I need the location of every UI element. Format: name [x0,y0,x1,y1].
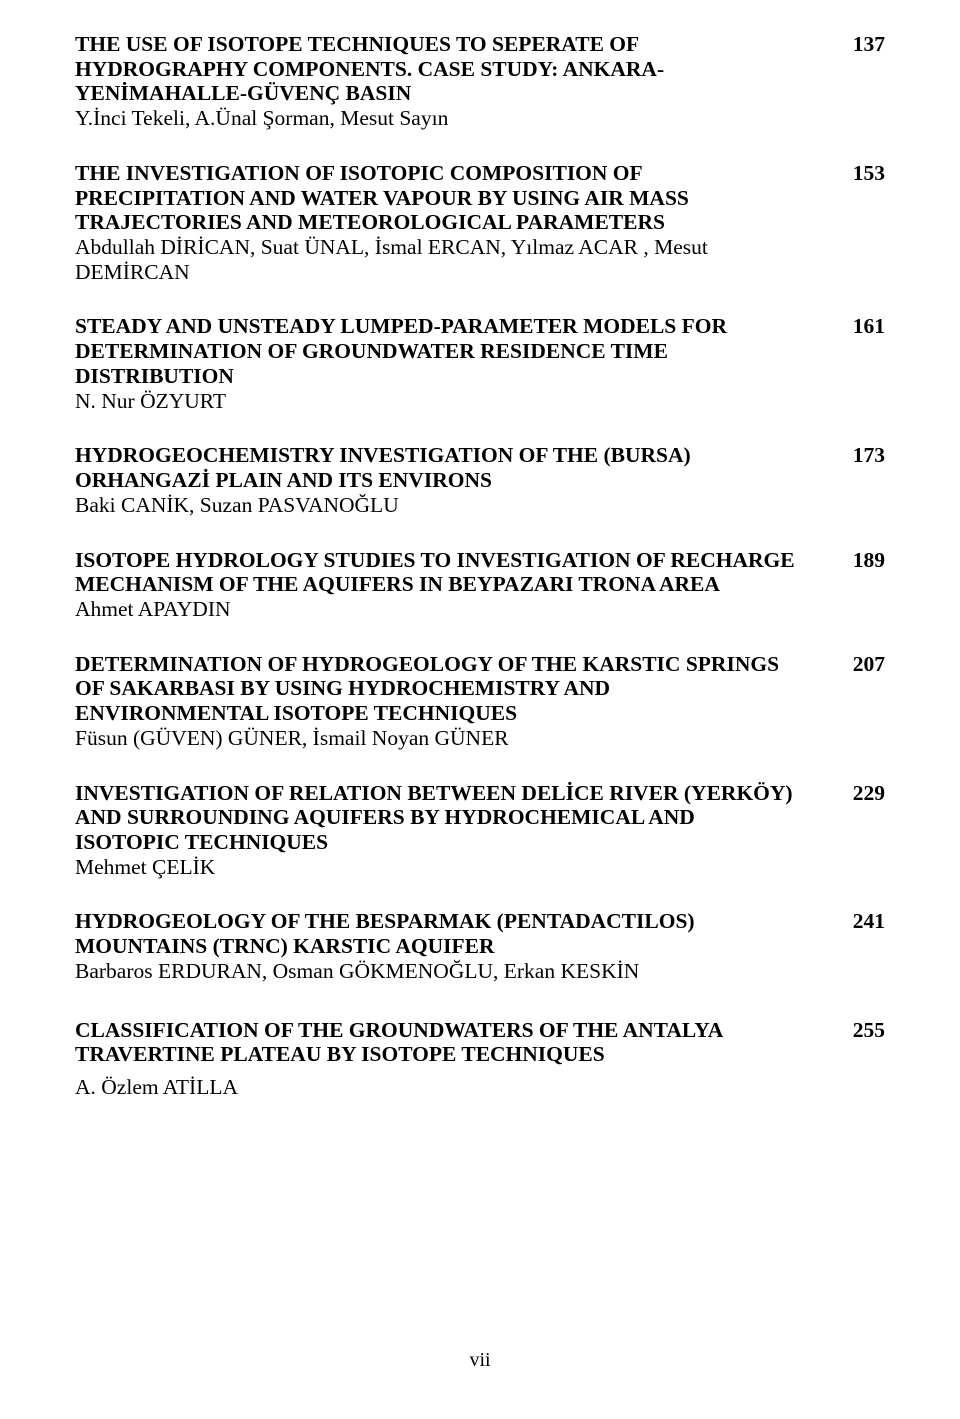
toc-entry-text: HYDROGEOLOGY OF THE BESPARMAK (PENTADACT… [75,909,853,983]
toc-entry-title: HYDROGEOLOGY OF THE BESPARMAK (PENTADACT… [75,909,695,958]
toc-entry: THE INVESTIGATION OF ISOTOPIC COMPOSITIO… [75,161,885,285]
toc-entry-page: 189 [853,548,885,573]
toc-entry-text: INVESTIGATION OF RELATION BETWEEN DELİCE… [75,781,853,880]
toc-entry-page: 153 [853,161,885,186]
toc-entry-text: ISOTOPE HYDROLOGY STUDIES TO INVESTIGATI… [75,548,853,622]
toc-entry: CLASSIFICATION OF THE GROUNDWATERS OF TH… [75,1018,885,1100]
toc-entry-authors: Abdullah DİRİCAN, Suat ÜNAL, İsmal ERCAN… [75,235,708,284]
toc-entry-authors: Ahmet APAYDIN [75,597,231,621]
toc-entry-page: 137 [853,32,885,57]
toc-content: THE USE OF ISOTOPE TECHNIQUES TO SEPERAT… [75,32,885,1100]
toc-entry-authors: Füsun (GÜVEN) GÜNER, İsmail Noyan GÜNER [75,726,509,750]
toc-entry-authors: Mehmet ÇELİK [75,855,215,879]
toc-entry: THE USE OF ISOTOPE TECHNIQUES TO SEPERAT… [75,32,885,131]
toc-entry-title: STEADY AND UNSTEADY LUMPED-PARAMETER MOD… [75,314,727,387]
toc-entry-authors: N. Nur ÖZYURT [75,389,226,413]
toc-entry-page: 255 [853,1018,885,1043]
toc-entry: INVESTIGATION OF RELATION BETWEEN DELİCE… [75,781,885,880]
toc-entry-authors: Baki CANİK, Suzan PASVANOĞLU [75,493,399,517]
toc-entry-page: 173 [853,443,885,468]
toc-entry-page: 207 [853,652,885,677]
toc-entry: HYDROGEOLOGY OF THE BESPARMAK (PENTADACT… [75,909,885,983]
toc-entry-page: 229 [853,781,885,806]
toc-entry: HYDROGEOCHEMISTRY INVESTIGATION OF THE (… [75,443,885,517]
toc-entry-title: THE INVESTIGATION OF ISOTOPIC COMPOSITIO… [75,161,689,234]
toc-entry-text: THE INVESTIGATION OF ISOTOPIC COMPOSITIO… [75,161,853,285]
toc-entry-text: STEADY AND UNSTEADY LUMPED-PARAMETER MOD… [75,314,853,413]
toc-entry-title: THE USE OF ISOTOPE TECHNIQUES TO SEPERAT… [75,32,664,105]
toc-entry: STEADY AND UNSTEADY LUMPED-PARAMETER MOD… [75,314,885,413]
toc-entry-title: HYDROGEOCHEMISTRY INVESTIGATION OF THE (… [75,443,691,492]
toc-entry-text: CLASSIFICATION OF THE GROUNDWATERS OF TH… [75,1018,853,1100]
toc-entry-page: 241 [853,909,885,934]
toc-entry-page: 161 [853,314,885,339]
toc-entry-authors: Barbaros ERDURAN, Osman GÖKMENOĞLU, Erka… [75,959,639,983]
toc-entry-title: DETERMINATION OF HYDROGEOLOGY OF THE KAR… [75,652,779,725]
toc-entry-authors: A. Özlem ATİLLA [75,1075,238,1099]
toc-entry: DETERMINATION OF HYDROGEOLOGY OF THE KAR… [75,652,885,751]
page-number: vii [0,1349,960,1372]
toc-entry-title: INVESTIGATION OF RELATION BETWEEN DELİCE… [75,781,793,854]
toc-entry-authors: Y.İnci Tekeli, A.Ünal Şorman, Mesut Sayı… [75,106,448,130]
toc-entry-text: HYDROGEOCHEMISTRY INVESTIGATION OF THE (… [75,443,853,517]
toc-entry-text: DETERMINATION OF HYDROGEOLOGY OF THE KAR… [75,652,853,751]
toc-entry-title: CLASSIFICATION OF THE GROUNDWATERS OF TH… [75,1018,722,1067]
toc-entry-title: ISOTOPE HYDROLOGY STUDIES TO INVESTIGATI… [75,548,795,597]
toc-entry: ISOTOPE HYDROLOGY STUDIES TO INVESTIGATI… [75,548,885,622]
toc-entry-text: THE USE OF ISOTOPE TECHNIQUES TO SEPERAT… [75,32,853,131]
